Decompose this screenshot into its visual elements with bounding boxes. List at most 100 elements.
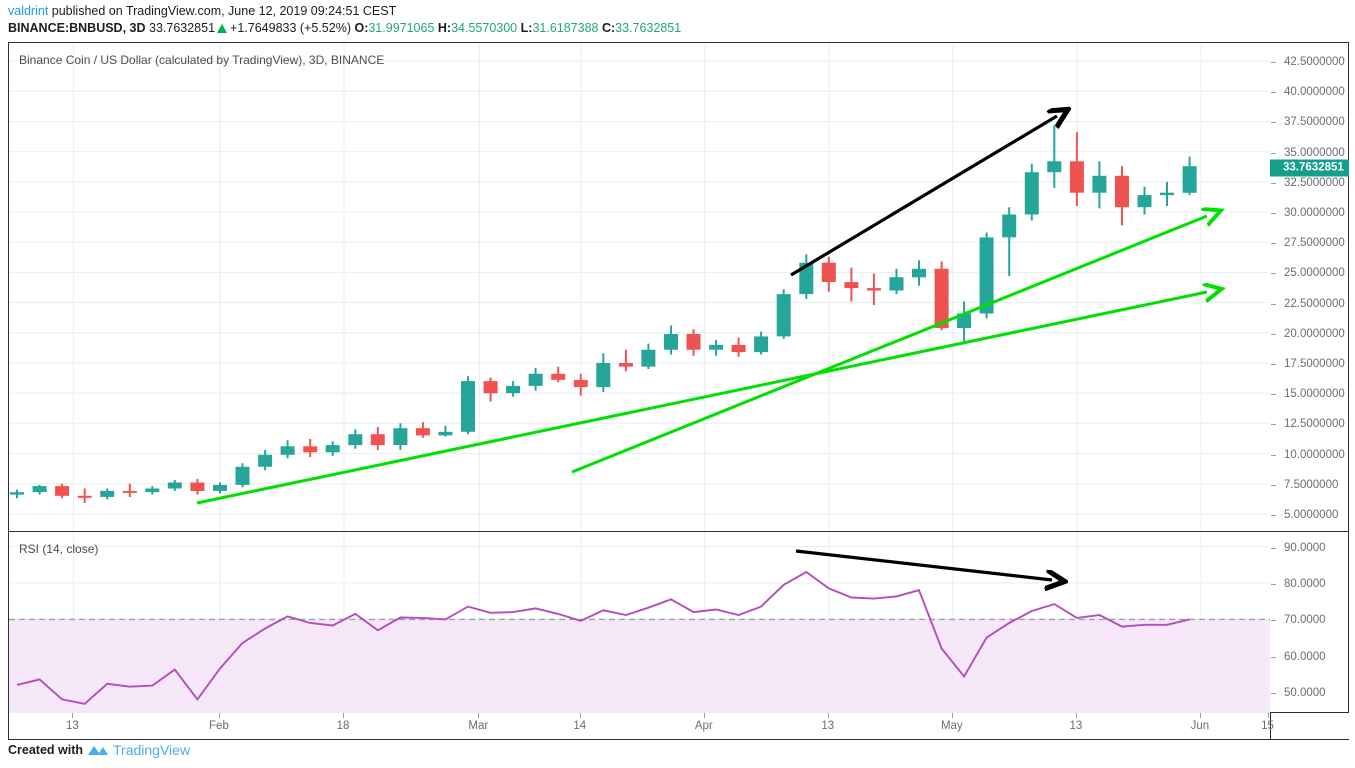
price-rising-arrow [790,116,1057,277]
rsi-falling-arrow [795,549,1052,580]
price-axis-label: 37.5000000 [1284,116,1345,129]
price-axis-tick [1271,484,1276,486]
time-axis-label: 15 [1261,720,1274,732]
time-axis-label: Apr [694,720,713,732]
time-axis-tick [218,713,220,718]
price-axis-tick [1271,394,1276,396]
high-label: H: [437,21,452,35]
time-axis-tick [827,713,829,718]
price-axis-tick [1271,363,1276,365]
price-plot [9,43,1271,532]
high-value: 34.5570300 [451,21,518,35]
open-value: 31.9971065 [368,21,435,35]
created-with-label: Created with [8,743,84,757]
quote-line: BINANCE:BNBUSD, 3D 33.7632851 +1.7649833 … [8,20,1348,36]
price-axis[interactable]: 5.0000000 7.5000000 10.0000000 12.5000000 15… [1270,42,1349,531]
price-axis-label: 22.5000000 [1284,297,1345,310]
rsi-axis-label: 80.0000 [1284,577,1326,590]
low-value: 31.6187388 [532,21,599,35]
time-axis-label: Jun [1190,720,1210,732]
rsi-axis-tick [1271,693,1276,695]
publish-line: valdrint published on TradingView.com, J… [8,4,1348,19]
price-axis-tick [1271,333,1276,335]
price-pane[interactable]: Binance Coin / US Dollar (calculated by … [8,42,1271,532]
price-axis-tick [1271,273,1276,275]
time-axis-label: 13 [65,720,79,732]
price-axis-tick [1271,213,1276,215]
rsi-axis-tick [1271,656,1276,658]
time-axis-label: 14 [573,720,587,732]
price-axis-label: 32.5000000 [1284,176,1345,189]
time-axis-tick [579,713,581,718]
rsi-axis-tick [1271,583,1276,585]
up-triangle-icon [217,24,228,33]
price-axis-tick [1271,182,1276,184]
time-axis-tick [1075,713,1077,718]
tradingview-logo-icon [88,745,109,755]
chart-header: valdrint published on TradingView.com, J… [8,4,1348,36]
time-axis-tick [703,713,705,718]
time-axis-tick [478,713,480,718]
rsi-axis-label: 90.0000 [1284,541,1326,554]
time-axis-label: May [940,720,963,732]
price-axis-label: 15.0000000 [1284,388,1345,401]
price-axis-label: 25.0000000 [1284,267,1345,280]
price-axis-label: 40.0000000 [1284,86,1345,99]
current-price-badge[interactable]: 33.7632851 [1270,159,1349,177]
rsi-axis[interactable]: 50.0000 60.0000 70.0000 80.0000 90.0000 [1270,531,1349,713]
time-axis-tick [951,713,953,718]
price-axis-label: 10.0000000 [1284,448,1345,461]
price-axis-tick [1271,92,1276,94]
price-axis-label: 17.5000000 [1284,357,1345,370]
price-axis-tick [1271,122,1276,124]
open-label: O: [354,21,369,35]
price-axis-tick [1271,454,1276,456]
time-axis[interactable]: 13 Feb 18 Mar 14 Apr 13 May 13 Jun 15 [8,713,1349,740]
price-axis-tick [1271,424,1276,426]
low-label: L: [520,21,533,35]
time-axis-left-divider [8,713,9,740]
close-label: C: [601,21,616,35]
close-value: 33.7632851 [615,21,682,35]
price-axis-tick [1271,303,1276,305]
time-axis-label: 13 [821,720,835,732]
time-axis-label: 18 [336,720,350,732]
price-axis-label: 12.5000000 [1284,418,1345,431]
rsi-axis-label: 70.0000 [1284,614,1326,627]
price-change: +1.7649833 (+5.52%) [230,21,351,35]
price-axis-label: 35.0000000 [1284,146,1345,159]
price-axis-label: 7.5000000 [1284,478,1339,491]
rsi-axis-tick [1271,620,1276,622]
rsi-line [16,570,1190,705]
price-axis-label: 27.5000000 [1284,237,1345,250]
time-axis-label: 13 [1069,720,1083,732]
price-axis-label: 5.0000000 [1284,508,1339,521]
time-axis-label: Feb [209,720,229,732]
time-axis-tick [1267,713,1269,718]
price-axis-tick [1271,62,1276,64]
time-axis-tick [72,713,74,718]
support-line-upper [571,216,1207,474]
rsi-axis-label: 60.0000 [1284,650,1326,663]
rsi-axis-tick [1271,547,1276,549]
symbol-label[interactable]: BINANCE:BNBUSD, 3D [8,21,146,35]
price-axis-label: 42.5000000 [1284,56,1345,69]
rsi-pane[interactable]: RSI (14, close) [8,531,1271,714]
rsi-axis-label: 50.0000 [1284,687,1326,700]
footer: Created with TradingView [8,742,190,758]
tradingview-brand[interactable]: TradingView [113,742,191,758]
rsi-pane-title: RSI (14, close) [19,542,99,556]
price-axis-tick [1271,243,1276,245]
author-link[interactable]: valdrint [8,4,49,18]
support-line-lower [196,292,1207,505]
price-axis-tick [1271,152,1276,154]
rsi-plot [9,532,1271,714]
publish-text: published on TradingView.com, June 12, 2… [51,4,397,18]
price-axis-tick [1271,514,1276,516]
time-axis-label: Mar [468,720,489,732]
time-axis-tick [1199,713,1201,718]
price-axis-label: 20.0000000 [1284,327,1345,340]
price-axis-label: 30.0000000 [1284,207,1345,220]
price-pane-title: Binance Coin / US Dollar (calculated by … [19,53,385,67]
